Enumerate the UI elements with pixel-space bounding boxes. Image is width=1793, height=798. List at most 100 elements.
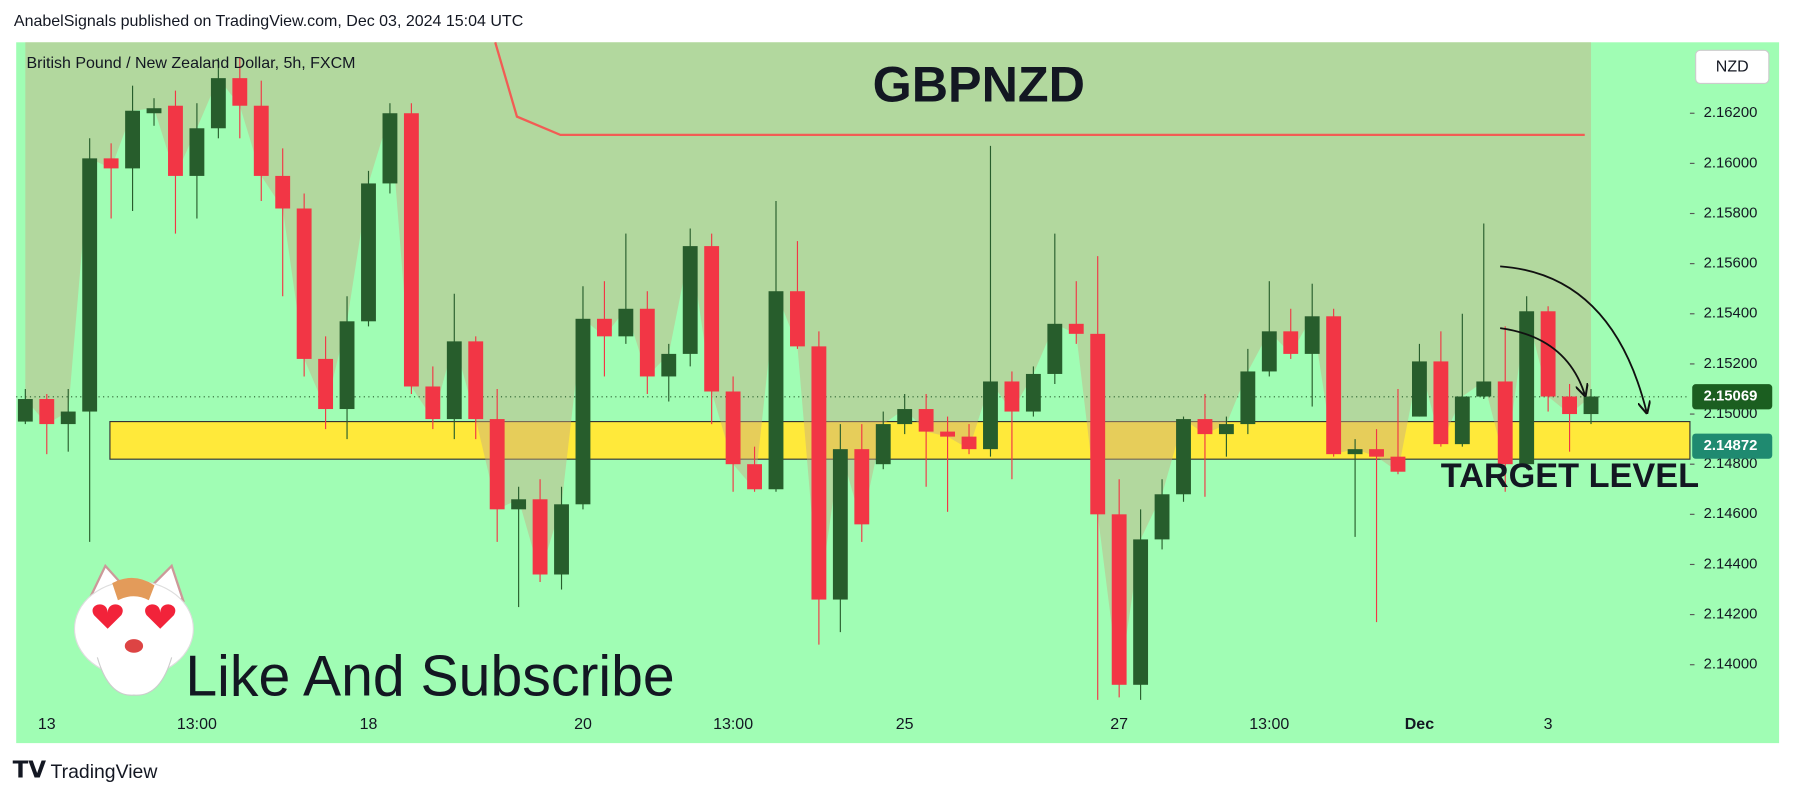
candle-body [511, 499, 527, 510]
price-tag [1692, 433, 1773, 459]
x-tick-label: 13:00 [177, 716, 217, 733]
candle-body [189, 128, 205, 176]
candle-body [1454, 396, 1470, 445]
arrow [1500, 265, 1646, 411]
candle-body [489, 419, 505, 510]
candle-body [1176, 419, 1191, 495]
x-tick-label: 3 [1544, 716, 1553, 733]
candle-body [1411, 361, 1427, 417]
candle-body [554, 504, 569, 575]
y-tick-label: 2.14600 [1704, 506, 1758, 522]
candle-body [1540, 311, 1556, 397]
candle-body [1004, 381, 1020, 412]
candle-body [682, 246, 698, 354]
candle-body [661, 353, 677, 377]
candle-body [1583, 396, 1599, 415]
candle-body [1047, 323, 1063, 374]
y-tick-label: 2.14400 [1704, 556, 1758, 572]
candle-body [382, 113, 398, 184]
y-tick-label: 2.15400 [1704, 306, 1758, 322]
price-tag-label: 2.15069 [1704, 389, 1758, 405]
candle-body [1090, 333, 1106, 515]
x-tick-label: 18 [360, 716, 378, 733]
candle-body [17, 399, 33, 422]
candle-body [1218, 424, 1234, 435]
candle-body [146, 108, 162, 114]
x-tick-label: 27 [1110, 716, 1128, 733]
candle-body [425, 386, 441, 420]
candle-body [747, 464, 762, 490]
symbol-description: British Pound / New Zealand Dollar, 5h, … [26, 55, 355, 72]
candle-body [296, 208, 312, 359]
candle-body [232, 78, 248, 106]
candle-body [1347, 449, 1363, 455]
candle-body [832, 449, 848, 600]
candle-body [1261, 331, 1277, 372]
candle-body [961, 436, 977, 450]
candle-body [1283, 331, 1299, 354]
resistance-line [494, 41, 1585, 137]
candle-body [1390, 456, 1406, 472]
candle-body [1497, 381, 1513, 465]
candle-body [103, 158, 119, 169]
x-tick-label: 25 [896, 716, 914, 733]
candle-body [1433, 361, 1449, 445]
candle-body [1025, 373, 1041, 412]
candle-body [82, 158, 98, 412]
candle-body [39, 399, 55, 425]
x-tick-label: 13:00 [713, 716, 753, 733]
header: AnabelSignals published on TradingView.c… [14, 13, 523, 30]
candle-body [1562, 396, 1577, 415]
price-tag-label: 2.14872 [1704, 438, 1758, 454]
candle-body [983, 381, 998, 450]
candle-body [940, 431, 956, 437]
currency-button[interactable] [1695, 49, 1770, 85]
y-tick-label: 2.15600 [1704, 256, 1758, 272]
y-tick-label: 2.14200 [1704, 607, 1758, 623]
candle-body [532, 499, 548, 575]
target-zone [109, 421, 1691, 460]
candle-body [639, 308, 655, 377]
price-tag [1692, 384, 1773, 410]
y-tick-label: 2.15200 [1704, 356, 1758, 372]
x-tick-label: 13:00 [1249, 716, 1289, 733]
y-tick-label: 2.16200 [1704, 105, 1758, 121]
candle-body [596, 318, 612, 337]
x-tick-label: 13 [38, 716, 56, 733]
annotation: Like And Subscribe [185, 644, 674, 708]
candle-body [1304, 316, 1320, 354]
candle-body [1519, 311, 1535, 465]
currency-label[interactable]: NZD [1716, 59, 1749, 76]
y-tick-label: 2.14800 [1704, 456, 1758, 472]
candle-body [1369, 449, 1384, 457]
y-tick-label: 2.14000 [1704, 657, 1758, 673]
candle-body [1326, 316, 1342, 455]
candle-body [253, 105, 269, 176]
candle-body [1154, 494, 1170, 540]
candle-body [725, 391, 741, 465]
candle-body [811, 346, 827, 600]
candle-body [125, 110, 141, 169]
candle-body [1240, 371, 1256, 425]
candle-body [918, 409, 934, 432]
candle-body [1068, 323, 1084, 334]
candle-body [318, 358, 334, 410]
candle-body [1476, 381, 1492, 397]
candle-body [275, 175, 291, 209]
candle-body [1111, 514, 1127, 685]
candle-body [446, 341, 462, 420]
candle-body [897, 409, 913, 425]
candle-body [790, 291, 805, 347]
annotation: TARGET LEVEL [1441, 457, 1699, 495]
candle-body [1133, 539, 1149, 685]
candle-body [339, 321, 355, 410]
candle-body [875, 424, 891, 465]
candle-body [768, 291, 784, 490]
candle-body [854, 449, 870, 525]
x-tick-label: 20 [574, 716, 592, 733]
logo: 𝗧𝗩 [13, 757, 47, 783]
y-tick-label: 2.15800 [1704, 205, 1758, 221]
candle-body [361, 183, 376, 322]
candle-body [210, 78, 226, 129]
